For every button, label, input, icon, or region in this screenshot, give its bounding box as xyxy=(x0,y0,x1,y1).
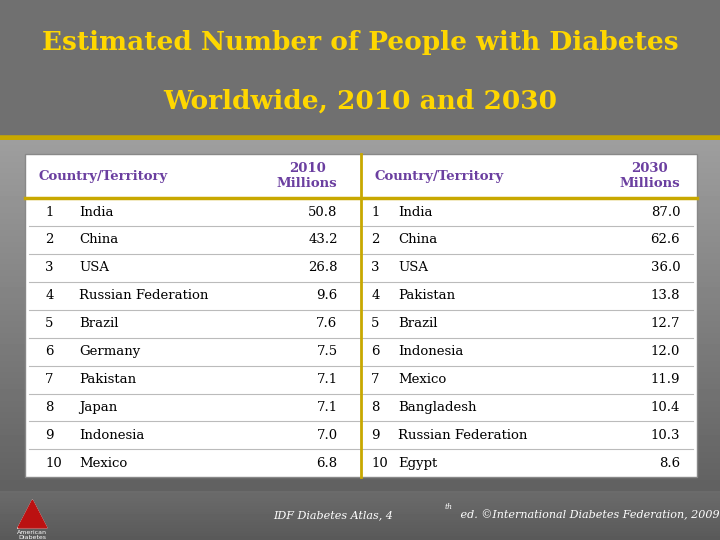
Text: Japan: Japan xyxy=(79,401,117,414)
Text: Brazil: Brazil xyxy=(398,317,438,330)
Text: Brazil: Brazil xyxy=(79,317,119,330)
Text: 7.1: 7.1 xyxy=(317,401,338,414)
Text: 1: 1 xyxy=(45,206,54,219)
Text: th: th xyxy=(444,503,452,511)
Text: 9: 9 xyxy=(371,429,379,442)
Text: India: India xyxy=(79,206,114,219)
Text: Worldwide, 2010 and 2030: Worldwide, 2010 and 2030 xyxy=(163,89,557,113)
Text: 26.8: 26.8 xyxy=(308,261,338,274)
Text: Germany: Germany xyxy=(79,345,140,358)
Text: 8: 8 xyxy=(45,401,54,414)
Text: 10.4: 10.4 xyxy=(651,401,680,414)
Text: 62.6: 62.6 xyxy=(651,233,680,246)
Text: Indonesia: Indonesia xyxy=(79,429,144,442)
Text: 3: 3 xyxy=(45,261,54,274)
Text: 7.6: 7.6 xyxy=(316,317,338,330)
Text: 6: 6 xyxy=(371,345,379,358)
Text: American: American xyxy=(17,530,48,535)
Text: 7: 7 xyxy=(371,373,379,386)
Text: Mexico: Mexico xyxy=(79,457,127,470)
Text: 12.7: 12.7 xyxy=(651,317,680,330)
Text: Mexico: Mexico xyxy=(398,373,446,386)
Text: 10.3: 10.3 xyxy=(651,429,680,442)
Text: China: China xyxy=(398,233,437,246)
Text: 7.1: 7.1 xyxy=(317,373,338,386)
Text: 6: 6 xyxy=(45,345,54,358)
Text: 10: 10 xyxy=(45,457,62,470)
Text: 50.8: 50.8 xyxy=(308,206,338,219)
Polygon shape xyxy=(18,500,47,528)
Text: Pakistan: Pakistan xyxy=(398,289,455,302)
Text: 9: 9 xyxy=(45,429,54,442)
Text: Diabetes: Diabetes xyxy=(19,535,46,540)
Text: 10: 10 xyxy=(371,457,388,470)
Text: 2: 2 xyxy=(45,233,54,246)
Text: 3: 3 xyxy=(371,261,379,274)
Text: 4: 4 xyxy=(371,289,379,302)
Text: Egypt: Egypt xyxy=(398,457,437,470)
Text: 7.0: 7.0 xyxy=(317,429,338,442)
Text: Bangladesh: Bangladesh xyxy=(398,401,477,414)
Text: 12.0: 12.0 xyxy=(651,345,680,358)
Text: 2030
Millions: 2030 Millions xyxy=(619,162,680,190)
Text: 87.0: 87.0 xyxy=(651,206,680,219)
Text: Country/Territory: Country/Territory xyxy=(374,170,504,183)
Text: USA: USA xyxy=(398,261,428,274)
Text: 5: 5 xyxy=(371,317,379,330)
Text: ed. ©International Diabetes Federation, 2009.: ed. ©International Diabetes Federation, … xyxy=(457,509,720,520)
Text: IDF Diabetes Atlas, 4: IDF Diabetes Atlas, 4 xyxy=(274,510,393,519)
Text: 7.5: 7.5 xyxy=(317,345,338,358)
Text: 6.8: 6.8 xyxy=(317,457,338,470)
Text: China: China xyxy=(79,233,118,246)
Text: Estimated Number of People with Diabetes: Estimated Number of People with Diabetes xyxy=(42,30,678,55)
Text: Country/Territory: Country/Territory xyxy=(39,170,168,183)
Text: 36.0: 36.0 xyxy=(651,261,680,274)
Text: 8.6: 8.6 xyxy=(659,457,680,470)
Text: 1: 1 xyxy=(371,206,379,219)
Text: USA: USA xyxy=(79,261,109,274)
Text: 43.2: 43.2 xyxy=(308,233,338,246)
Text: 7: 7 xyxy=(45,373,54,386)
Text: 4: 4 xyxy=(45,289,54,302)
Text: 8: 8 xyxy=(371,401,379,414)
Text: India: India xyxy=(398,206,433,219)
Text: 9.6: 9.6 xyxy=(316,289,338,302)
Text: Pakistan: Pakistan xyxy=(79,373,136,386)
Text: 5: 5 xyxy=(45,317,54,330)
Text: Indonesia: Indonesia xyxy=(398,345,464,358)
Text: Russian Federation: Russian Federation xyxy=(398,429,528,442)
Text: 2: 2 xyxy=(371,233,379,246)
Text: 2010
Millions: 2010 Millions xyxy=(277,162,338,190)
Text: 11.9: 11.9 xyxy=(651,373,680,386)
Text: 13.8: 13.8 xyxy=(651,289,680,302)
Text: Russian Federation: Russian Federation xyxy=(79,289,208,302)
